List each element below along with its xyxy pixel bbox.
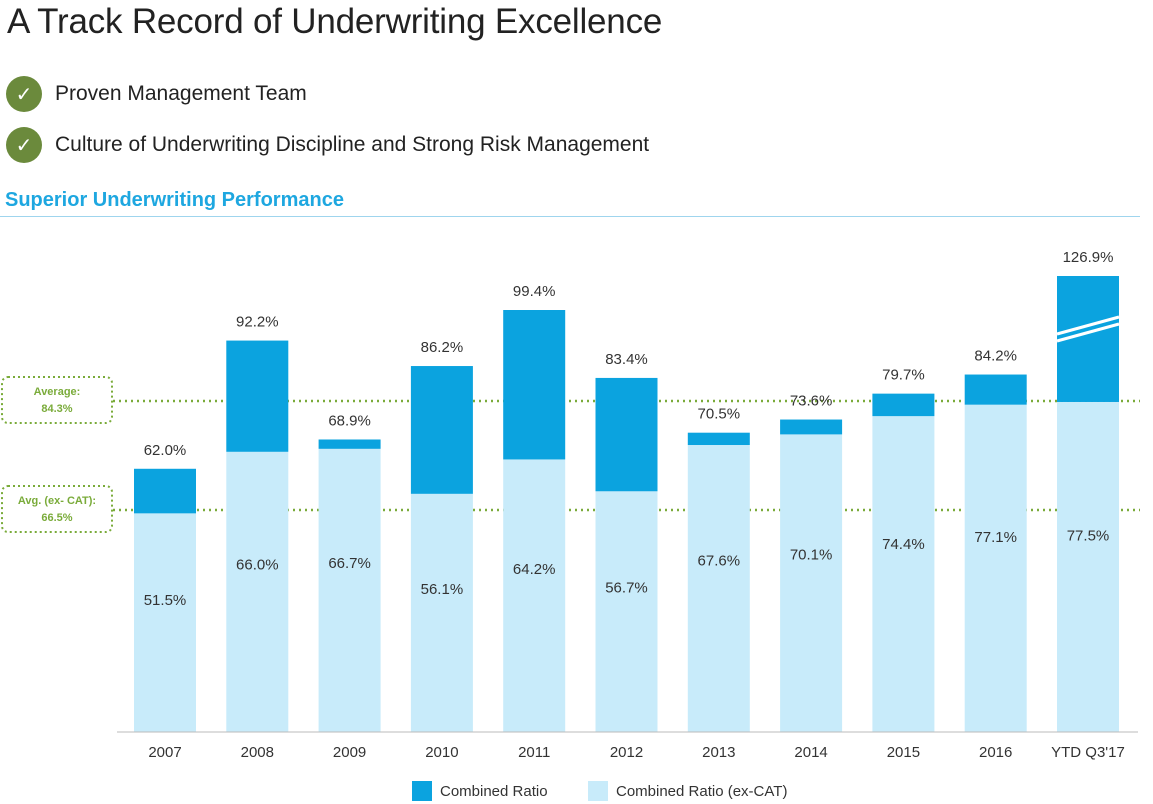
bar-inner-label: 66.7%: [328, 555, 371, 572]
bullet-item: ✓ Culture of Underwriting Discipline and…: [6, 126, 649, 164]
x-tick-label: 2011: [518, 744, 550, 761]
bar-top-label: 62.0%: [144, 442, 187, 459]
bar-excat: [872, 416, 935, 732]
x-tick-label: 2008: [241, 744, 274, 761]
bar-combined: [595, 377, 658, 492]
reference-value: 84.3%: [41, 403, 72, 415]
bar-excat: [1057, 401, 1119, 732]
bar-inner-label: 77.5%: [1067, 528, 1110, 545]
x-tick-label: YTD Q3'17: [1051, 744, 1125, 761]
axis-break-mark: [1056, 315, 1120, 336]
bar-inner-label: 51.5%: [144, 592, 187, 609]
bar-inner-label: 77.1%: [974, 529, 1017, 546]
legend-item-excat: Combined Ratio (ex-CAT): [588, 780, 787, 802]
section-divider: [0, 216, 1140, 217]
section-title: Superior Underwriting Performance: [5, 189, 344, 211]
x-tick-label: 2016: [979, 744, 1012, 761]
bar-inner-label: 66.0%: [236, 556, 279, 573]
bar-excat: [687, 445, 750, 732]
x-tick-label: 2014: [794, 744, 827, 761]
bar-excat: [780, 434, 843, 732]
bar-top-label: 73.6%: [790, 393, 833, 410]
bar-excat: [595, 491, 658, 732]
bar-inner-label: 74.4%: [882, 536, 925, 553]
bar-inner-label: 56.7%: [605, 579, 648, 596]
bar-combined: [410, 366, 473, 494]
bar-combined: [226, 340, 289, 452]
bar-excat: [226, 451, 289, 732]
legend-label: Combined Ratio: [440, 782, 548, 800]
bar-excat: [410, 493, 473, 732]
bar-inner-label: 70.1%: [790, 546, 833, 563]
bar-top-label: 86.2%: [421, 339, 464, 356]
x-tick-label: 2010: [425, 744, 458, 761]
bar-combined: [780, 419, 843, 435]
bar-inner-label: 64.2%: [513, 561, 556, 578]
x-tick-label: 2015: [887, 744, 920, 761]
bar-excat: [964, 404, 1027, 732]
reference-label: Avg. (ex- CAT):: [18, 495, 96, 507]
bar-combined: [318, 439, 381, 449]
axis-break-mark: [1056, 322, 1120, 343]
bar-excat: [134, 513, 196, 732]
bar-top-label: 70.5%: [698, 406, 741, 423]
bar-top-label: 99.4%: [513, 283, 556, 300]
legend-swatch-combined: [412, 781, 432, 801]
bar-combined: [872, 393, 935, 417]
bar-excat: [503, 459, 566, 732]
reference-label-box: [1, 376, 113, 424]
bar-combined: [687, 432, 750, 446]
x-tick-label: 2012: [610, 744, 643, 761]
bar-top-label: 83.4%: [605, 351, 648, 368]
x-tick-label: 2013: [702, 744, 735, 761]
legend-item-combined: Combined Ratio: [412, 780, 548, 802]
reference-label-box: [1, 485, 113, 533]
bar-top-label: 79.7%: [882, 367, 925, 384]
bar-inner-label: 67.6%: [698, 553, 741, 570]
check-icon: ✓: [6, 76, 42, 112]
bar-top-label: 126.9%: [1063, 249, 1114, 266]
legend-swatch-excat: [588, 781, 608, 801]
bar-combined: [964, 374, 1027, 405]
bar-combined: [134, 468, 196, 514]
reference-value: 66.5%: [41, 512, 72, 524]
bar-top-label: 92.2%: [236, 314, 279, 331]
bar-inner-label: 56.1%: [421, 581, 464, 598]
bullet-text: Culture of Underwriting Discipline and S…: [55, 133, 650, 156]
x-tick-label: 2009: [333, 744, 366, 761]
page-title: A Track Record of Underwriting Excellenc…: [7, 2, 663, 41]
bullet-text: Proven Management Team: [55, 82, 307, 105]
reference-label: Average:: [34, 386, 81, 398]
bar-excat: [318, 448, 381, 732]
bullet-item: ✓ Proven Management Team: [6, 75, 307, 113]
x-tick-label: 2007: [148, 744, 181, 761]
bar-top-label: 84.2%: [974, 348, 1017, 365]
check-icon: ✓: [6, 127, 42, 163]
legend-label: Combined Ratio (ex-CAT): [616, 782, 788, 800]
bar-combined: [503, 310, 566, 460]
bar-top-label: 68.9%: [328, 412, 371, 429]
